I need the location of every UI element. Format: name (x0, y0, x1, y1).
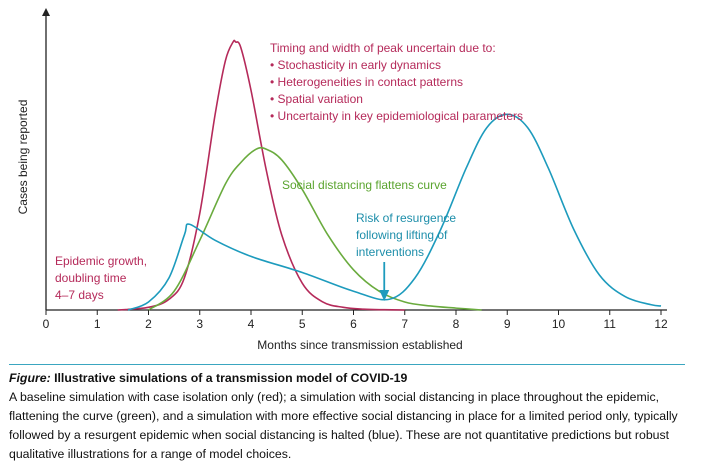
x-tick-label: 9 (504, 317, 511, 331)
resurgence-line: Risk of resurgence (356, 211, 457, 225)
x-tick-label: 5 (299, 317, 306, 331)
x-tick-label: 4 (248, 317, 255, 331)
x-tick-label: 8 (453, 317, 460, 331)
x-axis-label: Months since transmission established (257, 338, 463, 352)
resurgence-line: interventions (356, 245, 425, 259)
x-tick-label: 7 (401, 317, 408, 331)
peak-uncertainty-list: Stochasticity in early dynamics Heteroge… (270, 57, 523, 125)
peak-uncertainty-item: Spatial variation (270, 91, 523, 108)
series-line-green (148, 146, 482, 311)
resurgence-annotation: Risk of resurgence following lifting of … (356, 210, 456, 261)
caption-divider (9, 364, 685, 365)
x-axis-ticks: 0 1 2 3 4 5 6 7 8 9 10 11 12 (43, 310, 668, 331)
resurgence-line: following lifting of (356, 228, 448, 242)
growth-line: doubling time (55, 271, 127, 285)
x-tick-label: 3 (196, 317, 203, 331)
x-tick-label: 0 (43, 317, 50, 331)
figure-caption: Figure: Illustrative simulations of a tr… (9, 369, 699, 464)
caption-title: Figure: Illustrative simulations of a tr… (9, 369, 699, 388)
x-tick-label: 11 (604, 317, 617, 331)
chart-series (117, 39, 662, 311)
series-line-red (117, 39, 405, 311)
resurgence-arrow-head (379, 290, 390, 301)
y-axis-arrowhead (42, 8, 50, 16)
distancing-annotation: Social distancing flattens curve (282, 178, 447, 192)
x-tick-label: 6 (350, 317, 357, 331)
growth-line: 4–7 days (55, 288, 104, 302)
y-axis-label: Cases being reported (16, 99, 30, 215)
peak-uncertainty-item: Heterogeneities in contact patterns (270, 74, 523, 91)
peak-uncertainty-annotation: Timing and width of peak uncertain due t… (270, 40, 523, 125)
caption-title-prefix: Figure: (9, 371, 51, 385)
epidemic-growth-annotation: Epidemic growth, doubling time 4–7 days (55, 253, 147, 304)
caption-title-text: Illustrative simulations of a transmissi… (50, 371, 408, 385)
x-tick-label: 10 (552, 317, 566, 331)
x-tick-label: 12 (654, 317, 668, 331)
peak-uncertainty-title: Timing and width of peak uncertain due t… (270, 41, 496, 55)
caption-body: A baseline simulation with case isolatio… (9, 390, 678, 461)
x-tick-label: 1 (94, 317, 101, 331)
resurgence-arrow (379, 262, 390, 301)
growth-line: Epidemic growth, (55, 254, 148, 268)
peak-uncertainty-item: Uncertainty in key epidemiological param… (270, 108, 523, 125)
peak-uncertainty-item: Stochasticity in early dynamics (270, 57, 523, 74)
chart-canvas: 0 1 2 3 4 5 6 7 8 9 10 11 12 (42, 8, 668, 331)
series-line-blue (127, 113, 662, 311)
x-tick-label: 2 (145, 317, 152, 331)
